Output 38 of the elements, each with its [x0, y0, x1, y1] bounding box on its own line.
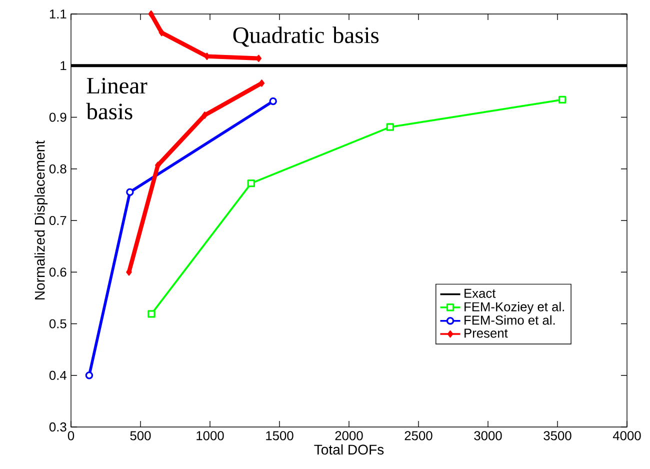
y-tick-label: 0.4	[49, 370, 66, 380]
point	[148, 10, 154, 18]
point	[247, 179, 256, 188]
x-tick-label: 3000	[474, 431, 502, 440]
y-tick-label: 1	[60, 61, 66, 70]
point	[158, 28, 164, 36]
point	[269, 97, 277, 106]
y-tick-label: 0.9	[49, 112, 66, 122]
y-tick-label: 0.3	[49, 422, 66, 432]
point	[126, 188, 134, 196]
x-tick-label: 3500	[544, 431, 572, 440]
point	[202, 112, 208, 119]
annotation: Quadratic basis	[233, 26, 379, 47]
legend-label: Present	[464, 328, 508, 338]
legend-label: Exact	[464, 288, 496, 298]
point	[386, 123, 394, 131]
y-axis-title: Normalized Displacement	[34, 140, 48, 300]
x-tick-label: 1000	[196, 431, 224, 440]
y-tick-label: 0.8	[49, 164, 66, 174]
point	[85, 371, 94, 380]
legend-label: FEM-Koziey et al.	[464, 302, 564, 314]
y-tick-label: 1.1	[50, 10, 66, 18]
point	[258, 80, 265, 87]
point	[155, 162, 161, 169]
x-tick-label: 2000	[335, 431, 363, 440]
y-tick-label: 0.6	[49, 268, 66, 277]
y-tick-label: 0.5	[49, 319, 66, 328]
y-tick-label: 0.7	[49, 216, 66, 226]
x-tick-label: 2500	[404, 431, 432, 440]
point	[558, 96, 566, 104]
x-axis-title: Total DOFs	[314, 444, 384, 455]
x-tick-label: 0	[68, 431, 74, 440]
annotation: Linear basis	[86, 78, 148, 120]
legend-label: FEM-Simo et al.	[464, 315, 555, 325]
x-tick-label: 1500	[266, 431, 294, 440]
x-tick-label: 4000	[612, 431, 641, 440]
x-tick-label: 500	[130, 431, 151, 440]
point	[148, 310, 156, 318]
